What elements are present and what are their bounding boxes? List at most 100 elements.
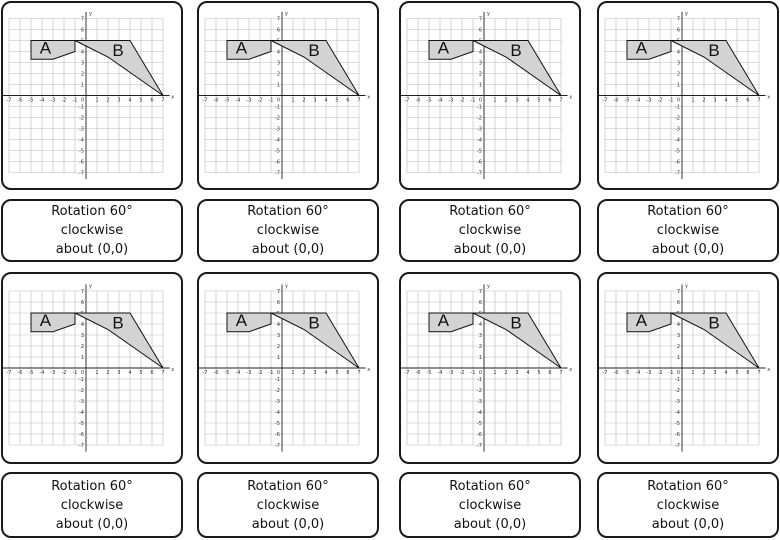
y-tick-label: 4 xyxy=(479,50,482,56)
x-axis-label: x xyxy=(569,367,572,373)
x-tick-label: -6 xyxy=(214,98,219,104)
y-tick-label: 3 xyxy=(479,333,482,339)
y-tick-label: 2 xyxy=(277,72,280,78)
caption-line-1: Rotation 60° xyxy=(647,204,729,219)
x-tick-label: -3 xyxy=(247,370,252,376)
x-tick-label: 4 xyxy=(724,370,727,376)
x-tick-label: -5 xyxy=(427,370,432,376)
x-tick-label: -1 xyxy=(269,98,274,104)
x-tick-label: -6 xyxy=(416,370,421,376)
x-tick-label: 5 xyxy=(139,370,142,376)
x-tick-label: 3 xyxy=(313,370,316,376)
y-tick-label: -1 xyxy=(675,377,680,383)
caption-line-1: Rotation 60° xyxy=(51,204,133,219)
caption-card-3: Rotation 60° clockwise about (0,0) xyxy=(399,199,581,262)
y-tick-label: -7 xyxy=(275,171,280,177)
y-tick-label: 3 xyxy=(81,333,84,339)
graph-card-3: -7-6-5-4-3-2-112345677654321-1-2-3-4-5-6… xyxy=(399,1,581,190)
y-tick-label: -3 xyxy=(79,127,84,133)
x-tick-label: 5 xyxy=(735,370,738,376)
y-tick-label: -3 xyxy=(477,127,482,133)
graph-card-2: -7-6-5-4-3-2-112345677654321-1-2-3-4-5-6… xyxy=(197,1,379,190)
x-tick-label: 2 xyxy=(702,98,705,104)
y-tick-label: -6 xyxy=(79,160,84,166)
y-tick-label: -5 xyxy=(79,421,84,427)
x-tick-label: -5 xyxy=(29,370,34,376)
x-tick-label: 4 xyxy=(128,98,131,104)
y-tick-label: 1 xyxy=(479,355,482,361)
x-tick-label: 4 xyxy=(128,370,131,376)
y-tick-label: 3 xyxy=(81,61,84,67)
y-tick-label: -4 xyxy=(675,410,680,416)
y-tick-label: 2 xyxy=(677,72,680,78)
y-tick-label: -2 xyxy=(79,388,84,394)
x-tick-label: -3 xyxy=(51,370,56,376)
y-tick-label: 7 xyxy=(81,17,84,23)
y-tick-label: -5 xyxy=(477,149,482,155)
x-tick-label: 6 xyxy=(346,98,349,104)
y-tick-label: 6 xyxy=(479,300,482,306)
x-tick-label: 6 xyxy=(548,370,551,376)
x-tick-label: -1 xyxy=(669,98,674,104)
y-tick-label: -2 xyxy=(79,116,84,122)
y-axis-label: y xyxy=(89,284,92,290)
shape-a xyxy=(626,40,672,60)
x-tick-label: 6 xyxy=(548,98,551,104)
x-tick-label: -5 xyxy=(427,98,432,104)
y-tick-label: -5 xyxy=(477,421,482,427)
x-tick-label: 5 xyxy=(735,98,738,104)
y-tick-label: -7 xyxy=(675,443,680,449)
x-tick-label: -3 xyxy=(51,98,56,104)
coordinate-plane: -7-6-5-4-3-2-112345677654321-1-2-3-4-5-6… xyxy=(199,11,370,180)
y-tick-label: 1 xyxy=(479,83,482,89)
coordinate-plane: -7-6-5-4-3-2-112345677654321-1-2-3-4-5-6… xyxy=(599,11,770,180)
origin-label: 0 xyxy=(677,370,680,376)
shape-a xyxy=(30,312,76,333)
x-tick-label: -2 xyxy=(460,370,465,376)
y-tick-label: -3 xyxy=(275,399,280,405)
x-tick-label: -6 xyxy=(614,370,619,376)
y-tick-label: 4 xyxy=(479,322,482,328)
x-tick-label: -4 xyxy=(636,370,641,376)
x-tick-label: 3 xyxy=(313,98,316,104)
shape-b-label: B xyxy=(112,313,123,332)
shape-b-label: B xyxy=(708,41,719,60)
x-tick-label: -6 xyxy=(614,98,619,104)
y-tick-label: 4 xyxy=(81,322,84,328)
y-tick-label: -4 xyxy=(275,138,280,144)
shape-b-label: B xyxy=(308,41,319,60)
y-tick-label: -6 xyxy=(275,432,280,438)
shape-b xyxy=(472,40,562,96)
x-tick-label: 1 xyxy=(691,370,694,376)
y-axis-label: y xyxy=(285,284,288,290)
origin-label: 0 xyxy=(81,98,84,104)
caption-line-2: clockwise xyxy=(656,223,720,238)
x-tick-label: 5 xyxy=(139,98,142,104)
x-tick-label: 2 xyxy=(504,370,507,376)
caption-card-6: Rotation 60° clockwise about (0,0) xyxy=(197,472,379,538)
y-tick-label: -5 xyxy=(275,421,280,427)
x-tick-label: -2 xyxy=(62,98,67,104)
x-tick-label: -7 xyxy=(603,98,608,104)
x-tick-label: 7 xyxy=(161,98,164,104)
origin-label: 0 xyxy=(479,370,482,376)
coordinate-plane: -7-6-5-4-3-2-112345677654321-1-2-3-4-5-6… xyxy=(401,284,572,452)
x-tick-label: 6 xyxy=(746,370,749,376)
shape-b xyxy=(74,312,164,369)
x-tick-label: -3 xyxy=(247,98,252,104)
coordinate-plane: -7-6-5-4-3-2-112345677654321-1-2-3-4-5-6… xyxy=(3,11,174,180)
shape-a-label: A xyxy=(636,39,648,58)
x-tick-label: 7 xyxy=(357,98,360,104)
x-tick-label: 7 xyxy=(757,98,760,104)
y-tick-label: -4 xyxy=(79,138,84,144)
y-tick-label: 6 xyxy=(277,300,280,306)
x-tick-label: -4 xyxy=(236,98,241,104)
shape-a-label: A xyxy=(40,311,52,330)
x-tick-label: 3 xyxy=(713,370,716,376)
y-tick-label: 2 xyxy=(81,72,84,78)
x-tick-label: -3 xyxy=(449,370,454,376)
caption-card-1: Rotation 60° clockwise about (0,0) xyxy=(1,199,183,262)
y-tick-label: 7 xyxy=(479,289,482,295)
x-tick-label: -7 xyxy=(7,370,12,376)
x-tick-label: -7 xyxy=(603,370,608,376)
